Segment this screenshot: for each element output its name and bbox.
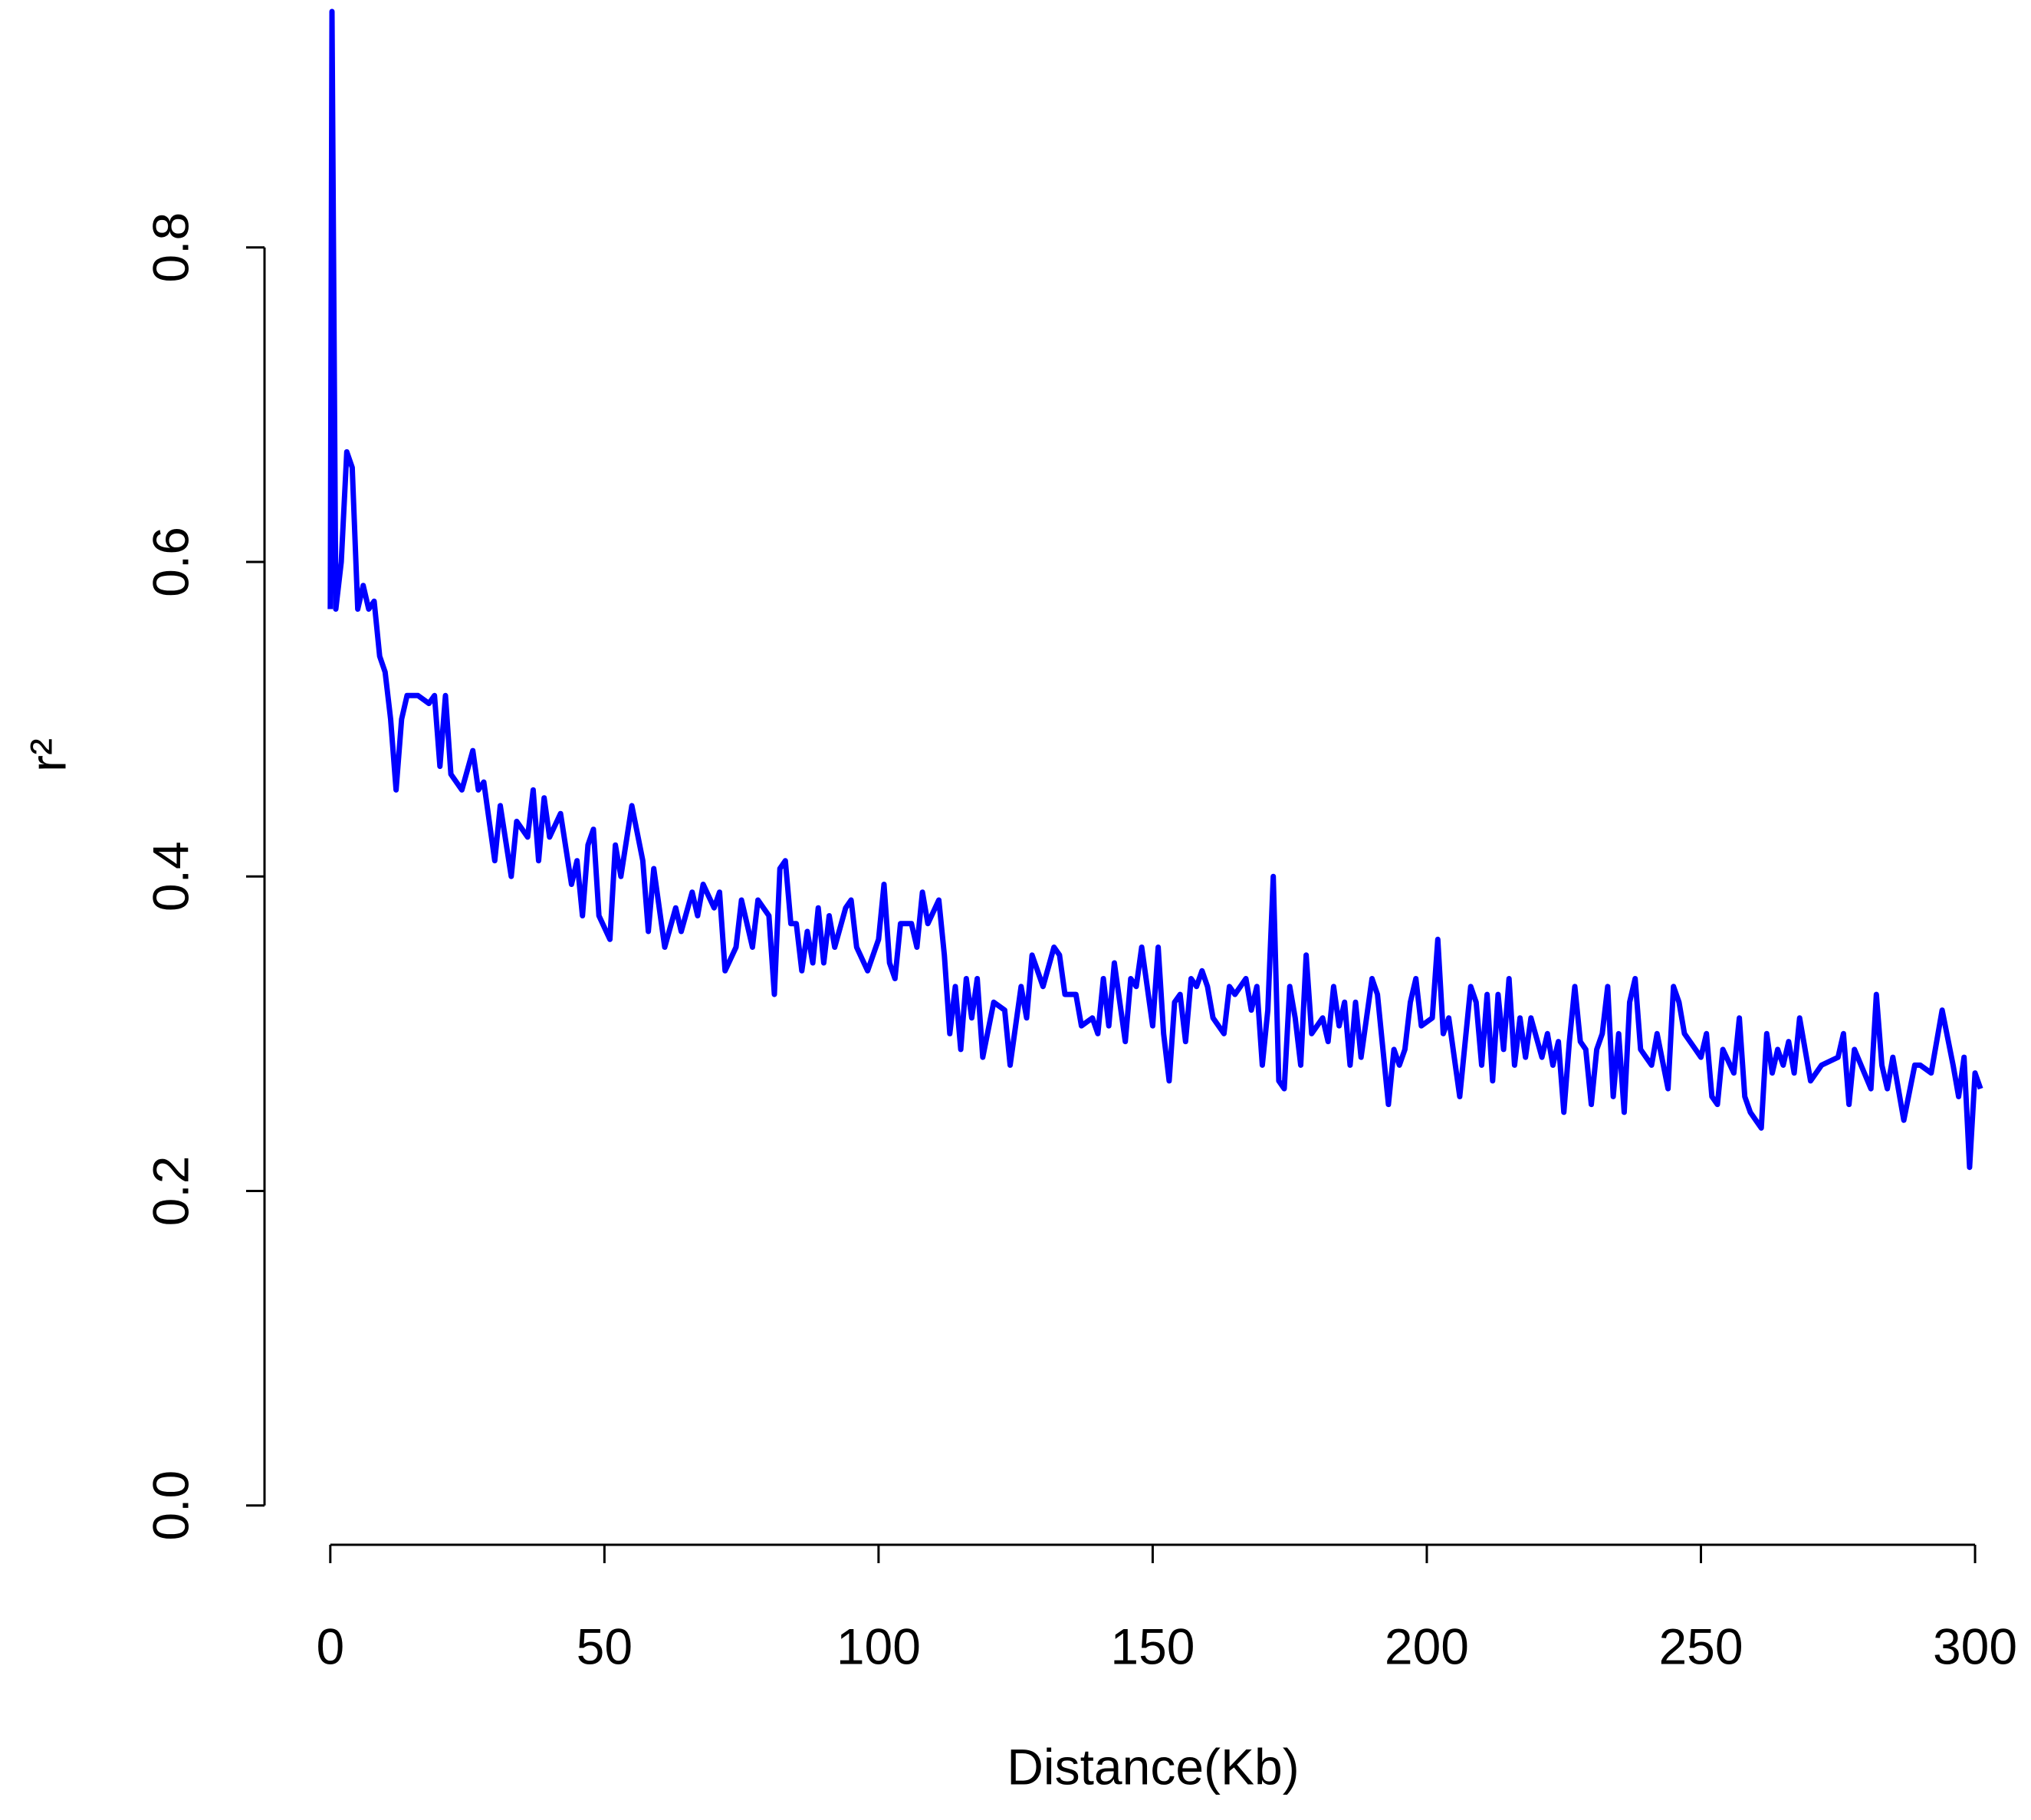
y-tick-label: 0.2 [142,1156,199,1227]
y-tick-label: 0.0 [142,1470,199,1541]
x-tick-label: 200 [1385,1618,1469,1674]
x-tick-label: 50 [577,1618,633,1674]
x-tick-label: 300 [1933,1618,2017,1674]
y-axis-title: r² [19,738,76,772]
y-tick-label: 0.4 [142,841,199,912]
x-tick-label: 100 [836,1618,921,1674]
x-tick-label: 250 [1658,1618,1743,1674]
y-tick-label: 0.6 [142,527,199,597]
data-line [327,8,1983,1171]
x-tick-label: 150 [1110,1618,1195,1674]
x-axis-title: Distance(Kb) [1007,1738,1299,1795]
x-tick-label: 0 [316,1618,344,1674]
y-tick-label: 0.8 [142,212,199,283]
